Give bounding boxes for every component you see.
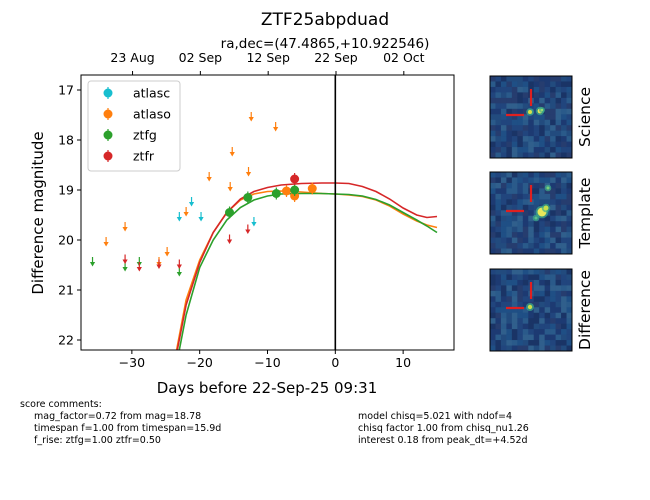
upper-limit-marker	[226, 234, 233, 244]
y-axis-label: Difference magnitude	[29, 131, 47, 294]
top-tick-label: 02 Sep	[179, 50, 223, 65]
model-comment-3: interest 0.18 from peak_dt=+4.52d	[358, 435, 528, 446]
model-curves	[175, 182, 438, 350]
legend-marker	[103, 88, 113, 98]
upper-limit-marker	[183, 207, 189, 217]
data-marks	[89, 112, 317, 277]
detection-point	[290, 174, 300, 184]
x-tick-label: 10	[395, 355, 411, 370]
y-tick-label: 22	[58, 333, 74, 348]
upper-limit-marker	[136, 262, 142, 272]
legend-label: atlaso	[133, 107, 171, 122]
y-tick-label: 20	[58, 233, 74, 248]
top-tick-label: 02 Oct	[383, 50, 425, 65]
cutout-image-science	[489, 75, 573, 159]
plot-area	[80, 74, 455, 351]
y-tick-label: 21	[58, 283, 74, 298]
score-comment-1: mag_factor=0.72 from mag=18.78	[34, 411, 202, 422]
upper-limit-marker	[176, 259, 182, 269]
model-comment-2: chisq factor 1.00 from chisq_nu1.26	[358, 423, 529, 434]
score-comments-header: score comments:	[20, 399, 102, 410]
upper-limit-marker	[245, 224, 251, 234]
legend-label: atlasc	[133, 86, 170, 101]
legend-entry-atlaso: atlaso	[103, 107, 171, 122]
top-date-axis: 23 Aug 02 Sep 12 Sep 22 Sep 02 Oct	[110, 50, 425, 75]
upper-limit-marker	[89, 257, 96, 267]
detection-point	[271, 189, 281, 198]
legend-label: ztfr	[133, 149, 155, 164]
model-curve	[175, 190, 438, 350]
y-tick-label: 19	[58, 183, 74, 198]
legend: atlasc atlaso ztfg ztfr	[87, 80, 181, 172]
model-curve	[176, 182, 438, 350]
upper-limit-marker	[122, 222, 128, 232]
detection-point	[281, 186, 291, 196]
legend-marker	[103, 130, 113, 140]
score-comment-3: f_rise: ztfg=1.00 ztfr=0.50	[34, 435, 161, 446]
top-tick-label: 12 Sep	[246, 50, 290, 65]
legend-entry-ztfg: ztfg	[103, 128, 157, 143]
upper-limit-marker	[198, 212, 204, 222]
cutout-image-template	[489, 171, 573, 255]
upper-limit-marker	[156, 259, 162, 269]
cutout-panel: Science Template Difference	[489, 75, 594, 352]
upper-limit-marker	[229, 147, 235, 157]
x-tick-label: 0	[331, 355, 339, 370]
cutout-label: Template	[576, 178, 594, 250]
cutout-label: Difference	[576, 270, 594, 350]
y-tick-label: 17	[58, 83, 74, 98]
upper-limit-marker	[188, 197, 195, 207]
x-axis: −30 −20 −10 0 10	[119, 350, 411, 370]
legend-entry-atlasc: atlasc	[103, 86, 170, 101]
cutout-image-difference	[489, 268, 573, 352]
top-tick-label: 23 Aug	[110, 50, 154, 65]
x-tick-label: −20	[186, 355, 212, 370]
cutout-label: Science	[576, 87, 594, 147]
chart-title: ZTF25abpduad	[261, 10, 389, 30]
legend-entry-ztfr: ztfr	[103, 149, 155, 164]
x-tick-label: −30	[119, 355, 145, 370]
upper-limit-marker	[251, 217, 257, 227]
detection-point	[243, 193, 253, 202]
x-tick-label: −10	[254, 355, 280, 370]
legend-marker	[103, 151, 113, 161]
upper-limit-marker	[176, 212, 182, 222]
model-curve	[178, 192, 438, 350]
upper-limit-marker	[206, 172, 212, 182]
legend-marker	[103, 109, 113, 119]
upper-limit-marker	[245, 167, 252, 177]
upper-limit-marker	[227, 182, 233, 192]
y-tick-label: 18	[58, 133, 74, 148]
chart-subtitle: ra,dec=(47.4865,+10.922546)	[221, 36, 430, 52]
upper-limit-marker	[248, 112, 254, 122]
score-comment-2: timespan f=1.00 from timespan=15.9d	[34, 423, 222, 434]
y-axis: 17 18 19 20 21 22	[58, 83, 81, 348]
detection-point	[225, 208, 235, 217]
upper-limit-marker	[103, 237, 109, 247]
top-tick-label: 22 Sep	[314, 50, 358, 65]
upper-limit-marker	[122, 254, 128, 264]
upper-limit-marker	[273, 122, 279, 132]
legend-box	[87, 80, 181, 172]
detection-point	[307, 184, 317, 193]
legend-label: ztfg	[133, 128, 157, 143]
detection-point	[290, 185, 300, 195]
upper-limit-marker	[164, 247, 170, 257]
model-comment-1: model chisq=5.021 with ndof=4	[358, 411, 513, 422]
x-axis-label: Days before 22-Sep-25 09:31	[157, 379, 378, 397]
